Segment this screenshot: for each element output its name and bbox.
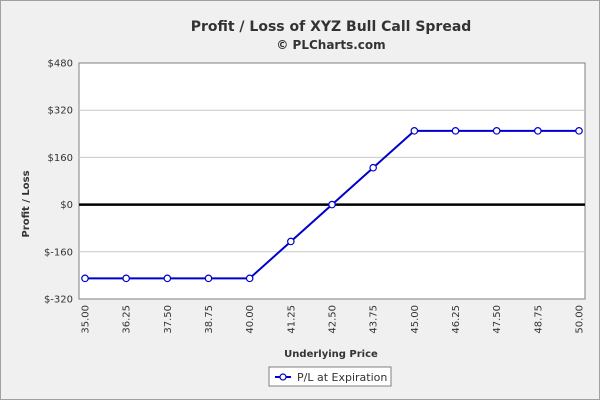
- chart-subtitle: © PLCharts.com: [276, 38, 385, 52]
- legend-box: [268, 366, 392, 387]
- plot-area: [78, 62, 586, 300]
- x-tick-label: 42.50: [328, 305, 339, 334]
- data-point: [245, 274, 254, 283]
- x-tick-label: 40.00: [245, 305, 256, 334]
- y-tick-labels: $480 $320 $160 $0 $-160 $-320: [44, 59, 73, 306]
- y-tick-label: $160: [48, 153, 73, 164]
- data-point: [492, 127, 501, 135]
- x-tick-label: 37.50: [163, 305, 174, 334]
- y-axis-title: Profit / Loss: [21, 170, 32, 237]
- data-point: [451, 127, 460, 135]
- data-point: [122, 274, 130, 283]
- x-tick-label: 45.00: [410, 305, 421, 334]
- data-point: [163, 274, 172, 283]
- x-tick-label: 47.50: [492, 305, 503, 334]
- x-axis-title: Underlying Price: [284, 349, 378, 360]
- data-point: [287, 237, 295, 246]
- data-point: [204, 274, 213, 283]
- data-point: [534, 127, 542, 135]
- x-tick-label: 35.00: [81, 305, 92, 334]
- x-tick-label: 41.25: [286, 305, 297, 334]
- x-tick-label: 38.75: [204, 305, 215, 334]
- legend-marker-swatch: [279, 373, 287, 381]
- data-point: [81, 274, 89, 283]
- y-tick-label: $-160: [44, 247, 73, 258]
- x-tick-label: 48.75: [533, 305, 544, 334]
- data-point: [575, 127, 583, 135]
- legend[interactable]: P/L at Expiration: [268, 366, 392, 387]
- x-tick-label: 50.00: [575, 305, 586, 334]
- y-tick-label: $480: [48, 59, 73, 70]
- series-layer: [81, 127, 583, 283]
- y-tick-label: $-320: [44, 295, 73, 306]
- x-tick-labels: 35.00 36.25 37.50 38.75 40.00 41.25 42.50 43.75…: [81, 305, 586, 334]
- legend-label: P/L at Expiration: [297, 371, 387, 384]
- x-tick-label: 46.25: [451, 305, 462, 334]
- x-tick-label: 43.75: [369, 305, 380, 334]
- data-point: [369, 163, 377, 172]
- chart-title: Profit / Loss of XYZ Bull Call Spread: [191, 19, 472, 35]
- data-point: [410, 127, 419, 135]
- data-point: [328, 200, 336, 209]
- y-tick-label: $320: [48, 106, 73, 117]
- x-tick-label: 36.25: [122, 305, 133, 334]
- y-tick-label: $0: [60, 200, 73, 211]
